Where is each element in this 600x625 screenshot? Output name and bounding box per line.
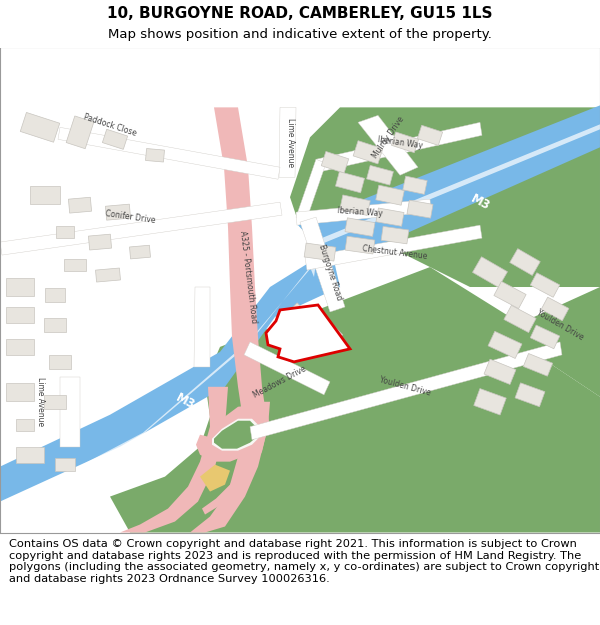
- Polygon shape: [418, 125, 443, 146]
- Polygon shape: [541, 297, 569, 321]
- Polygon shape: [49, 355, 71, 369]
- Polygon shape: [335, 172, 364, 192]
- Polygon shape: [494, 281, 526, 309]
- Polygon shape: [55, 458, 75, 471]
- Polygon shape: [95, 268, 121, 282]
- Polygon shape: [30, 186, 60, 204]
- Polygon shape: [523, 354, 553, 376]
- Polygon shape: [146, 149, 164, 162]
- Polygon shape: [403, 176, 427, 194]
- Polygon shape: [110, 267, 600, 532]
- Polygon shape: [376, 185, 404, 205]
- Text: Meadows Drive: Meadows Drive: [252, 364, 308, 399]
- Text: Youlden Drive: Youlden Drive: [535, 308, 585, 342]
- Polygon shape: [474, 389, 506, 415]
- Polygon shape: [120, 387, 228, 532]
- Text: Conifer Drive: Conifer Drive: [104, 209, 155, 225]
- Text: Lime Avenue: Lime Avenue: [286, 118, 295, 167]
- Text: Mulroy Drive: Mulroy Drive: [370, 115, 406, 160]
- Polygon shape: [6, 278, 34, 296]
- Polygon shape: [530, 272, 560, 298]
- Text: Burgoyne Road: Burgoyne Road: [317, 243, 343, 301]
- Polygon shape: [298, 106, 600, 265]
- Polygon shape: [304, 243, 336, 261]
- Polygon shape: [103, 129, 128, 149]
- Polygon shape: [60, 377, 80, 447]
- Polygon shape: [202, 402, 270, 514]
- Polygon shape: [381, 226, 409, 244]
- Polygon shape: [244, 342, 330, 395]
- Polygon shape: [45, 288, 65, 302]
- Polygon shape: [44, 318, 66, 332]
- Polygon shape: [488, 331, 522, 359]
- Polygon shape: [515, 383, 545, 407]
- Polygon shape: [407, 200, 433, 218]
- Polygon shape: [0, 262, 316, 506]
- Polygon shape: [16, 447, 44, 462]
- Polygon shape: [6, 339, 34, 355]
- Polygon shape: [58, 127, 280, 179]
- Polygon shape: [190, 107, 268, 532]
- Polygon shape: [376, 208, 404, 226]
- Polygon shape: [266, 305, 350, 362]
- Polygon shape: [317, 319, 343, 344]
- Polygon shape: [367, 166, 394, 185]
- Polygon shape: [510, 249, 540, 276]
- Polygon shape: [214, 421, 258, 449]
- Text: 10, BURGOYNE ROAD, CAMBERLEY, GU15 1LS: 10, BURGOYNE ROAD, CAMBERLEY, GU15 1LS: [107, 6, 493, 21]
- Polygon shape: [20, 112, 60, 142]
- Text: Lime Avenue: Lime Avenue: [35, 378, 44, 426]
- Polygon shape: [504, 306, 536, 332]
- Polygon shape: [290, 107, 600, 287]
- Polygon shape: [44, 395, 66, 409]
- Polygon shape: [321, 151, 349, 173]
- Polygon shape: [130, 245, 151, 259]
- Polygon shape: [64, 259, 86, 271]
- Polygon shape: [56, 226, 74, 238]
- Polygon shape: [391, 132, 419, 152]
- Polygon shape: [490, 287, 600, 397]
- Polygon shape: [530, 325, 560, 349]
- Polygon shape: [484, 359, 516, 384]
- Polygon shape: [312, 124, 600, 247]
- Polygon shape: [200, 464, 230, 492]
- Text: Youlden Drive: Youlden Drive: [379, 376, 431, 398]
- Text: Iberian Way: Iberian Way: [337, 206, 383, 218]
- Polygon shape: [250, 342, 562, 440]
- Polygon shape: [296, 199, 431, 225]
- Polygon shape: [88, 234, 112, 250]
- Polygon shape: [66, 116, 94, 149]
- Polygon shape: [300, 217, 345, 312]
- Polygon shape: [194, 287, 210, 367]
- Text: Chestnut Avenue: Chestnut Avenue: [362, 244, 428, 261]
- Polygon shape: [296, 159, 326, 221]
- Polygon shape: [340, 195, 370, 216]
- Polygon shape: [196, 405, 270, 462]
- Polygon shape: [0, 202, 282, 255]
- Polygon shape: [345, 236, 375, 254]
- Text: Paddock Close: Paddock Close: [82, 112, 137, 138]
- Polygon shape: [6, 382, 34, 401]
- Polygon shape: [212, 419, 260, 451]
- Polygon shape: [286, 303, 314, 331]
- Polygon shape: [353, 141, 383, 164]
- Text: M3: M3: [173, 391, 197, 412]
- Polygon shape: [473, 257, 508, 288]
- Polygon shape: [106, 204, 131, 220]
- Text: Iberian Way: Iberian Way: [377, 134, 423, 150]
- Text: Map shows position and indicative extent of the property.: Map shows position and indicative extent…: [108, 28, 492, 41]
- Polygon shape: [6, 307, 34, 323]
- Polygon shape: [0, 262, 340, 502]
- Polygon shape: [305, 225, 482, 270]
- Text: M3: M3: [468, 192, 492, 213]
- Polygon shape: [316, 122, 482, 172]
- Text: Contains OS data © Crown copyright and database right 2021. This information is : Contains OS data © Crown copyright and d…: [9, 539, 599, 584]
- Polygon shape: [279, 107, 296, 177]
- Polygon shape: [68, 198, 92, 213]
- Text: A325 - Portsmouth Road: A325 - Portsmouth Road: [238, 230, 258, 324]
- Polygon shape: [358, 116, 418, 175]
- Polygon shape: [16, 419, 34, 431]
- Polygon shape: [345, 218, 375, 236]
